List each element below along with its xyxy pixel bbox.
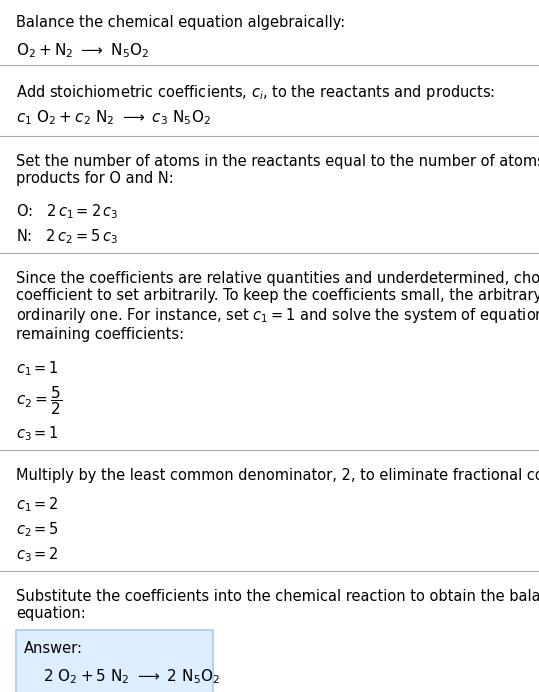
Text: N:   $2\,c_2 = 5\,c_3$: N: $2\,c_2 = 5\,c_3$ (16, 228, 118, 246)
Text: Add stoichiometric coefficients, $c_i$, to the reactants and products:: Add stoichiometric coefficients, $c_i$, … (16, 82, 495, 102)
Text: $c_3 = 2$: $c_3 = 2$ (16, 545, 59, 564)
Text: $c_1 = 2$: $c_1 = 2$ (16, 495, 59, 513)
Text: $c_3 = 1$: $c_3 = 1$ (16, 425, 59, 444)
Text: Answer:: Answer: (24, 641, 83, 655)
Text: $c_2 = 5$: $c_2 = 5$ (16, 520, 59, 539)
Text: $c_1 = 1$: $c_1 = 1$ (16, 359, 59, 378)
Text: $c_1\ \mathrm{O_2} + c_2\ \mathrm{N_2}\ \longrightarrow\ c_3\ \mathrm{N_5O_2}$: $c_1\ \mathrm{O_2} + c_2\ \mathrm{N_2}\ … (16, 109, 211, 127)
Text: Substitute the coefficients into the chemical reaction to obtain the balanced
eq: Substitute the coefficients into the che… (16, 589, 539, 621)
Text: $2\ \mathrm{O_2} + 5\ \mathrm{N_2}\ \longrightarrow\ 2\ \mathrm{N_5O_2}$: $2\ \mathrm{O_2} + 5\ \mathrm{N_2}\ \lon… (43, 667, 220, 686)
Text: Balance the chemical equation algebraically:: Balance the chemical equation algebraica… (16, 15, 345, 30)
Text: Set the number of atoms in the reactants equal to the number of atoms in the
pro: Set the number of atoms in the reactants… (16, 154, 539, 186)
Text: O:   $2\,c_1 = 2\,c_3$: O: $2\,c_1 = 2\,c_3$ (16, 202, 119, 221)
Text: Since the coefficients are relative quantities and underdetermined, choose a
coe: Since the coefficients are relative quan… (16, 271, 539, 343)
Text: Multiply by the least common denominator, 2, to eliminate fractional coefficient: Multiply by the least common denominator… (16, 468, 539, 483)
Text: $c_2 = \dfrac{5}{2}$: $c_2 = \dfrac{5}{2}$ (16, 384, 62, 417)
Text: $\mathrm{O_2} + \mathrm{N_2}\ \longrightarrow\ \mathrm{N_5O_2}$: $\mathrm{O_2} + \mathrm{N_2}\ \longright… (16, 42, 149, 60)
